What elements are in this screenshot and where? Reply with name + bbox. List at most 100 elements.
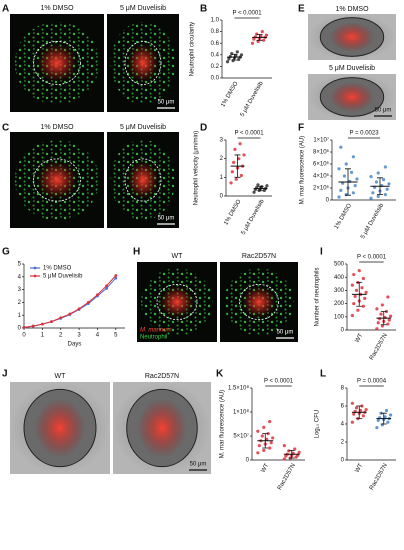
error-bar: [377, 177, 383, 195]
panel-letter: C: [2, 123, 9, 134]
red-bacteria: [36, 43, 78, 83]
red-bacteria: [127, 43, 159, 83]
data-point: [293, 447, 297, 451]
data-point: [252, 190, 256, 194]
y-axis-label: Number of neutrophils: [315, 267, 321, 326]
legend-label: 1% DMSO: [43, 266, 72, 272]
red-bacteria: [137, 398, 187, 458]
y-tick-label: 0: [326, 198, 330, 204]
data-point: [375, 307, 379, 311]
y-tick-label: 4: [341, 422, 345, 428]
error-bar: [345, 168, 351, 196]
y-tick-label: 6×10⁶: [313, 161, 330, 168]
data-point: [237, 157, 241, 161]
panel-letter: A: [2, 4, 9, 15]
data-point: [376, 194, 380, 198]
y-tick-label: 0: [18, 326, 22, 332]
y-tick-label: 100: [334, 314, 345, 320]
x-tick-label: 1% DMSO: [223, 199, 243, 227]
data-point: [380, 324, 384, 328]
data-point: [349, 170, 354, 174]
p-value: P < 0.0001: [232, 11, 262, 17]
y-tick-label: 0: [341, 458, 345, 464]
data-point: [227, 57, 231, 61]
data-point: [387, 318, 391, 322]
data-point: [252, 37, 256, 41]
data-point: [225, 60, 230, 64]
data-point: [379, 312, 383, 316]
data-point: [68, 312, 72, 316]
data-point: [364, 408, 368, 412]
data-point: [386, 420, 390, 424]
panel-letter: E: [298, 4, 305, 15]
data-point: [337, 167, 341, 171]
data-point: [375, 327, 379, 331]
data-point: [105, 286, 109, 290]
x-tick-label: 5: [114, 333, 118, 339]
scale-label: 50 μm: [158, 216, 175, 222]
data-point: [351, 155, 355, 159]
panel-letter: D: [200, 123, 207, 134]
data-point: [268, 420, 272, 424]
data-point: [235, 50, 239, 54]
y-tick-label: 0.6: [211, 41, 220, 47]
scale-label: 50 μm: [190, 462, 207, 468]
y-tick-label: 3: [220, 138, 224, 144]
y-tick-label: 4×10⁶: [313, 173, 330, 180]
p-value: P < 0.0001: [234, 131, 264, 137]
data-point: [354, 288, 359, 292]
data-point: [230, 170, 234, 174]
data-point: [255, 32, 259, 36]
panel-letter: J: [2, 369, 8, 380]
y-axis-label: Neutrophil velocity (μm/min): [194, 131, 200, 205]
error-bar: [356, 282, 363, 307]
y-tick-label: 5: [18, 262, 22, 268]
data-point: [339, 188, 343, 192]
scale-label: 50 μm: [158, 100, 175, 106]
x-tick-label: 5 μM Duvelisib: [240, 80, 265, 118]
data-point: [105, 284, 109, 288]
image-legend: M. marinum: [140, 328, 172, 334]
y-tick-label: 1×10⁷: [313, 137, 329, 144]
data-point: [352, 302, 356, 306]
granuloma-outline: [33, 158, 81, 202]
data-point: [386, 295, 390, 299]
data-point: [265, 184, 269, 188]
p-value: P < 0.0001: [264, 379, 294, 385]
panel-letter: I: [320, 247, 323, 258]
data-point: [384, 408, 389, 413]
data-point: [229, 181, 233, 185]
y-axis-label: M. mar fluorescence (AU): [220, 390, 226, 458]
data-point: [282, 457, 286, 461]
red-bacteria: [330, 82, 374, 112]
data-point: [337, 195, 341, 199]
data-point: [357, 269, 361, 273]
data-point: [353, 184, 357, 188]
data-point: [77, 307, 81, 311]
scale-label: 50 μm: [375, 108, 392, 114]
legend-marker: [33, 266, 37, 270]
data-point: [383, 415, 387, 419]
x-tick-label: 3: [77, 333, 81, 339]
data-point: [256, 429, 260, 433]
data-point: [262, 448, 266, 452]
y-tick-label: 1: [18, 313, 22, 319]
data-point: [262, 38, 266, 42]
data-point: [361, 276, 365, 281]
data-point: [389, 413, 393, 417]
y-tick-label: 1.0: [211, 18, 220, 24]
red-bacteria: [127, 160, 159, 200]
data-point: [385, 187, 389, 191]
image-label: 5 μM Duvelisib: [120, 124, 166, 131]
data-point: [262, 425, 266, 429]
data-point: [352, 412, 356, 416]
data-point: [353, 294, 357, 298]
data-point: [59, 316, 63, 320]
data-point: [257, 444, 261, 448]
data-point: [256, 183, 260, 187]
y-tick-label: 2×10⁶: [313, 185, 330, 192]
p-value: P = 0.0023: [349, 131, 379, 137]
y-tick-label: 400: [334, 275, 345, 281]
data-point: [256, 451, 260, 455]
x-tick-label: 0: [22, 333, 26, 339]
